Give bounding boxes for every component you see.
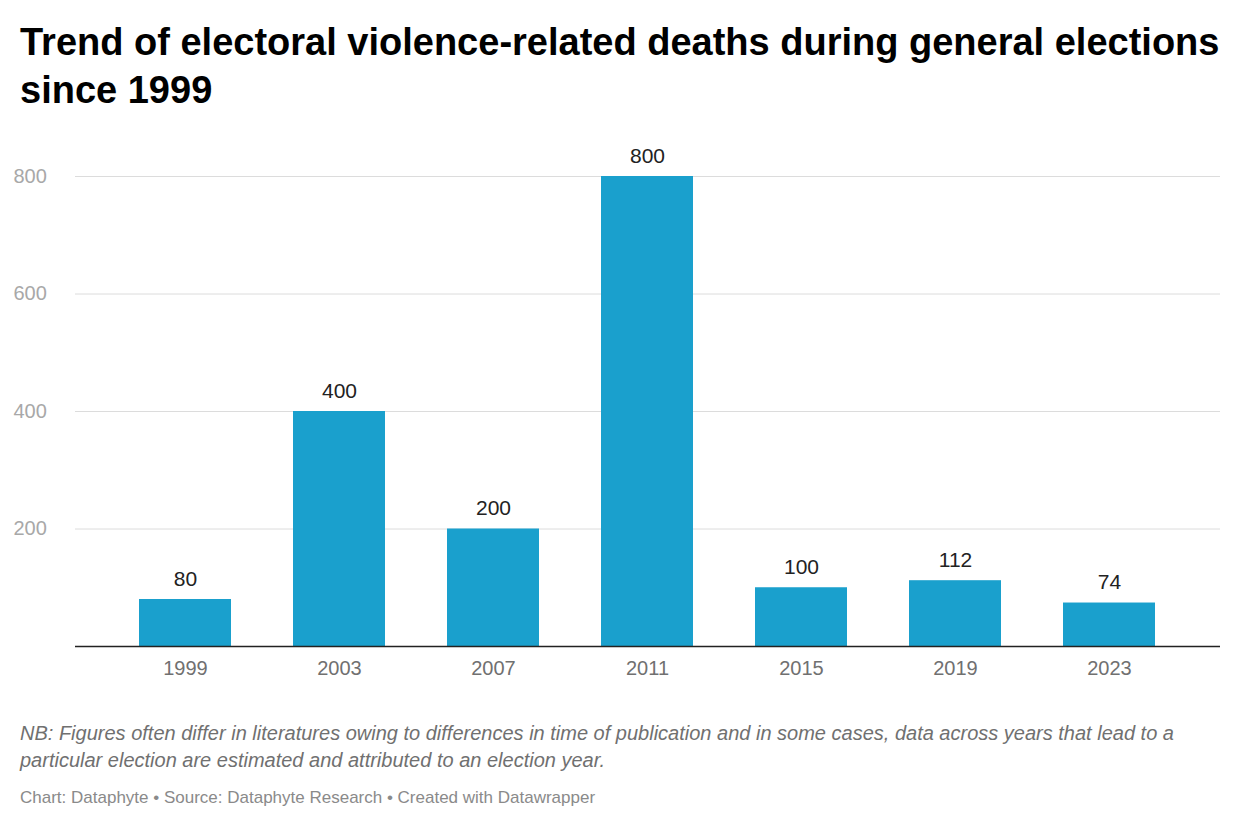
svg-text:600: 600 <box>14 282 47 304</box>
html-text:Chart: Dataphyte • Source: Dat: Chart: Dataphyte • Source: Dataphyte Res… <box>20 788 596 807</box>
svg-text:80: 80 <box>174 567 197 590</box>
svg-text:2011: 2011 <box>626 657 669 679</box>
svg-text:2003: 2003 <box>317 657 362 679</box>
svg-text:1999: 1999 <box>163 657 208 679</box>
svg-text:400: 400 <box>14 400 47 422</box>
svg-text:112: 112 <box>939 548 972 571</box>
svg-text:2023: 2023 <box>1087 657 1132 679</box>
svg-text:74: 74 <box>1098 570 1122 593</box>
svg-text:400: 400 <box>322 379 357 402</box>
html-text:NB: Figures often differ in li: NB: Figures often differ in literatures … <box>20 722 1174 771</box>
svg-text:800: 800 <box>14 165 47 187</box>
svg-text:2015: 2015 <box>779 657 824 679</box>
svg-text:2019: 2019 <box>933 657 978 679</box>
html-text:Trend of electoral violence-re: Trend of electoral violence-related deat… <box>20 21 1220 111</box>
svg-text:200: 200 <box>476 496 511 519</box>
svg-text:100: 100 <box>784 555 819 578</box>
svg-text:800: 800 <box>630 144 665 167</box>
svg-text:200: 200 <box>14 517 47 539</box>
svg-text:2007: 2007 <box>471 657 516 679</box>
